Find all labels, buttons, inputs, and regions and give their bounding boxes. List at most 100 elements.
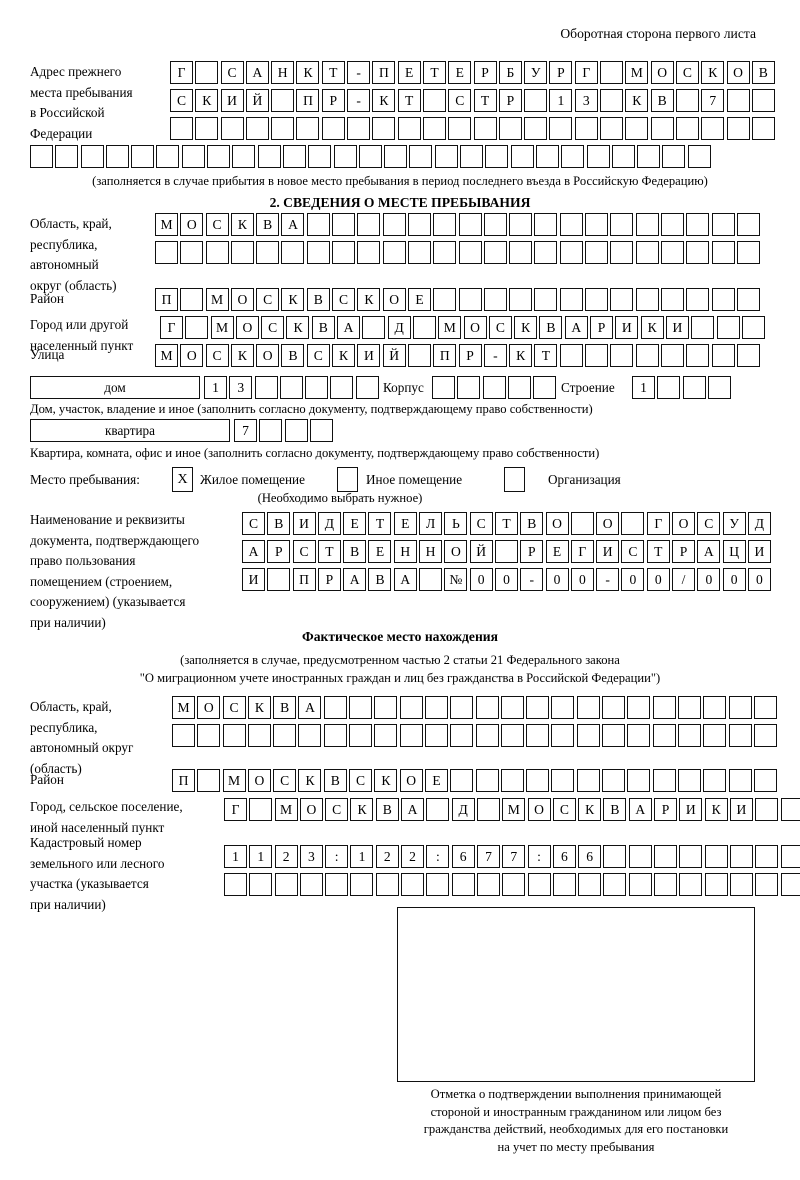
- char-cell[interactable]: [652, 696, 676, 719]
- char-cell[interactable]: И: [292, 512, 316, 535]
- char-cell[interactable]: [627, 769, 651, 792]
- char-cell[interactable]: [249, 798, 273, 821]
- char-cell[interactable]: Р: [473, 61, 497, 84]
- char-cell[interactable]: Р: [654, 798, 678, 821]
- char-cell[interactable]: [306, 213, 330, 236]
- char-cell[interactable]: [677, 696, 701, 719]
- char-cell[interactable]: [603, 845, 627, 868]
- char-cell[interactable]: [483, 241, 507, 264]
- char-cell[interactable]: [549, 117, 573, 140]
- char-cell[interactable]: [585, 344, 609, 367]
- char-cell[interactable]: В: [306, 288, 330, 311]
- char-cell[interactable]: [755, 798, 779, 821]
- char-cell[interactable]: [407, 213, 431, 236]
- char-cell[interactable]: [679, 873, 703, 896]
- char-cell[interactable]: В: [368, 568, 392, 591]
- char-cell[interactable]: [570, 512, 594, 535]
- char-cell[interactable]: [407, 241, 431, 264]
- char-cell[interactable]: [195, 61, 219, 84]
- char-cell[interactable]: Й: [469, 540, 493, 563]
- char-cell[interactable]: В: [603, 798, 627, 821]
- char-cell[interactable]: [422, 89, 446, 112]
- char-cell[interactable]: О: [650, 61, 674, 84]
- char-cell[interactable]: [257, 145, 281, 168]
- stroenie-cells[interactable]: 1: [632, 376, 733, 399]
- char-cell[interactable]: [509, 213, 533, 236]
- char-cell[interactable]: О: [399, 769, 423, 792]
- char-cell[interactable]: Р: [317, 568, 341, 591]
- char-cell[interactable]: [610, 288, 634, 311]
- char-cell[interactable]: [419, 568, 443, 591]
- char-cell[interactable]: К: [298, 769, 322, 792]
- char-cell[interactable]: И: [220, 89, 244, 112]
- char-cell[interactable]: [682, 376, 706, 399]
- char-cell[interactable]: М: [210, 316, 234, 339]
- char-cell[interactable]: [306, 241, 330, 264]
- char-cell[interactable]: [703, 724, 727, 747]
- char-cell[interactable]: [585, 288, 609, 311]
- char-cell[interactable]: В: [343, 540, 367, 563]
- char-cell[interactable]: Т: [494, 512, 518, 535]
- char-cell[interactable]: А: [242, 540, 265, 563]
- char-cell[interactable]: Т: [534, 344, 558, 367]
- char-cell[interactable]: [332, 213, 356, 236]
- char-cell[interactable]: [551, 724, 575, 747]
- char-cell[interactable]: [602, 769, 626, 792]
- char-cell[interactable]: [635, 344, 659, 367]
- char-cell[interactable]: [729, 873, 753, 896]
- char-cell[interactable]: В: [323, 769, 347, 792]
- char-cell[interactable]: [611, 145, 635, 168]
- char-cell[interactable]: М: [155, 344, 178, 367]
- char-cell[interactable]: [458, 213, 482, 236]
- char-cell[interactable]: [245, 117, 269, 140]
- char-cell[interactable]: [704, 845, 728, 868]
- char-cell[interactable]: [424, 696, 448, 719]
- char-cell[interactable]: Р: [520, 540, 544, 563]
- prev-address-row-3[interactable]: [170, 117, 777, 140]
- region-row-2[interactable]: [155, 241, 762, 264]
- char-cell[interactable]: А: [245, 61, 269, 84]
- char-cell[interactable]: [155, 241, 178, 264]
- char-cell[interactable]: [586, 145, 610, 168]
- char-cell[interactable]: 6: [578, 845, 602, 868]
- char-cell[interactable]: С: [205, 344, 229, 367]
- char-cell[interactable]: [559, 213, 583, 236]
- char-cell[interactable]: И: [679, 798, 703, 821]
- char-cell[interactable]: 1: [549, 89, 573, 112]
- char-cell[interactable]: [374, 696, 398, 719]
- char-cell[interactable]: П: [433, 344, 457, 367]
- char-cell[interactable]: М: [274, 798, 298, 821]
- char-cell[interactable]: [736, 288, 760, 311]
- char-cell[interactable]: 0: [570, 568, 594, 591]
- char-cell[interactable]: [753, 769, 777, 792]
- char-cell[interactable]: [433, 213, 457, 236]
- char-cell[interactable]: Р: [458, 344, 482, 367]
- char-cell[interactable]: [780, 873, 800, 896]
- char-cell[interactable]: Е: [397, 61, 421, 84]
- char-cell[interactable]: [131, 145, 155, 168]
- char-cell[interactable]: [527, 873, 551, 896]
- char-cell[interactable]: О: [527, 798, 551, 821]
- char-cell[interactable]: И: [357, 344, 381, 367]
- char-cell[interactable]: [349, 696, 373, 719]
- korpus-cells[interactable]: [432, 376, 558, 399]
- char-cell[interactable]: И: [615, 316, 639, 339]
- char-cell[interactable]: [355, 376, 379, 399]
- char-cell[interactable]: 6: [552, 845, 576, 868]
- char-cell[interactable]: К: [640, 316, 664, 339]
- char-cell[interactable]: [635, 213, 659, 236]
- char-cell[interactable]: [80, 145, 104, 168]
- char-cell[interactable]: [755, 873, 779, 896]
- char-cell[interactable]: [780, 845, 800, 868]
- char-cell[interactable]: Р: [267, 540, 291, 563]
- char-cell[interactable]: К: [296, 61, 320, 84]
- char-cell[interactable]: [535, 145, 559, 168]
- char-cell[interactable]: А: [393, 568, 417, 591]
- char-cell[interactable]: 0: [722, 568, 746, 591]
- char-cell[interactable]: [323, 696, 347, 719]
